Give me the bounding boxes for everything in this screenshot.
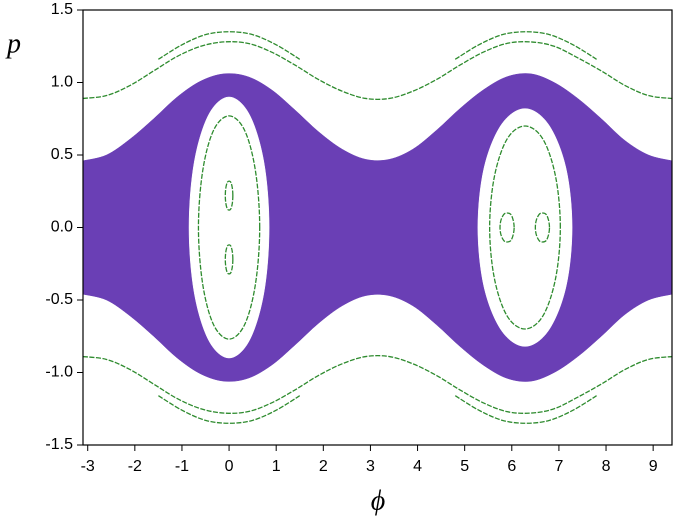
x-tick-label: 4 — [413, 458, 422, 475]
plot-area — [83, 31, 672, 424]
orbit-curve — [158, 31, 301, 60]
orbit-curve — [534, 212, 551, 243]
orbit-curve — [83, 41, 672, 101]
orbit-curve — [224, 180, 234, 211]
x-axis-title: ϕ — [371, 485, 386, 516]
x-tick-label: 2 — [319, 458, 328, 475]
y-tick-label: -0.5 — [45, 291, 73, 308]
x-tick-label: -1 — [175, 458, 189, 475]
x-tick-label: 3 — [366, 458, 375, 475]
orbit-curve — [224, 244, 234, 275]
region — [83, 73, 672, 382]
x-tick-label: 6 — [507, 458, 516, 475]
region — [188, 96, 270, 359]
y-tick-label: 1.0 — [51, 74, 73, 91]
y-tick-label: 0.0 — [51, 219, 73, 236]
y-tick-label: -1.0 — [45, 364, 73, 381]
orbit-curve — [488, 125, 561, 330]
x-tick-label: 7 — [554, 458, 563, 475]
orbit-curve — [499, 212, 515, 243]
orbit-curve — [83, 354, 672, 414]
y-tick-label: 0.5 — [51, 146, 73, 163]
orbit-curve — [454, 31, 597, 60]
y-tick-label: -1.5 — [45, 436, 73, 453]
x-tick-label: 5 — [460, 458, 469, 475]
x-tick-label: -2 — [128, 458, 142, 475]
y-axis-title: p — [5, 28, 21, 59]
x-tick-label: 8 — [602, 458, 611, 475]
x-tick-label: 0 — [225, 458, 234, 475]
orbit-curve — [197, 115, 261, 340]
y-tick-label: 1.5 — [51, 1, 73, 18]
x-tick-label: 1 — [272, 458, 281, 475]
region — [477, 108, 573, 347]
orbit-curve — [158, 395, 301, 424]
x-tick-label: 9 — [649, 458, 658, 475]
orbit-curve — [454, 395, 597, 424]
x-tick-label: -3 — [81, 458, 95, 475]
